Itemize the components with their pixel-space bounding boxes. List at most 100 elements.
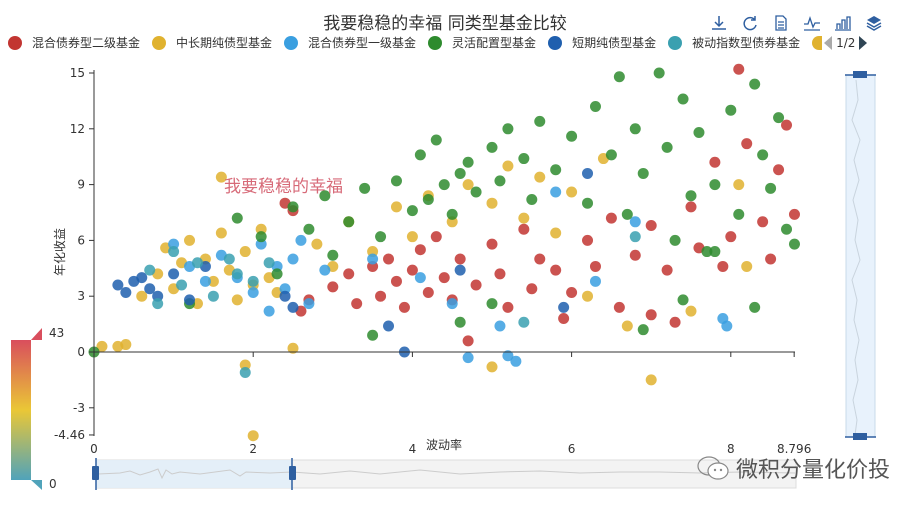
data-point[interactable] bbox=[502, 123, 514, 135]
stack-icon[interactable] bbox=[863, 12, 884, 33]
data-point[interactable] bbox=[406, 264, 418, 276]
data-point[interactable] bbox=[502, 350, 514, 362]
legend-item[interactable]: 灵活配置型基金 bbox=[428, 34, 536, 51]
prev-page-icon[interactable] bbox=[824, 35, 833, 50]
data-point[interactable] bbox=[566, 186, 578, 198]
data-point[interactable] bbox=[422, 193, 434, 205]
data-point[interactable] bbox=[327, 281, 339, 293]
data-point[interactable] bbox=[231, 212, 243, 224]
data-point[interactable] bbox=[661, 264, 673, 276]
data-point[interactable] bbox=[414, 272, 426, 284]
data-point[interactable] bbox=[239, 366, 251, 378]
data-point[interactable] bbox=[733, 179, 745, 191]
data-point[interactable] bbox=[709, 179, 721, 191]
data-point[interactable] bbox=[502, 160, 514, 172]
visual-map[interactable]: 43 0 bbox=[11, 326, 64, 491]
data-point[interactable] bbox=[685, 201, 697, 213]
data-point[interactable] bbox=[136, 272, 148, 284]
data-point[interactable] bbox=[199, 275, 211, 287]
data-point[interactable] bbox=[765, 182, 777, 194]
bar-chart-icon[interactable] bbox=[832, 12, 853, 33]
data-point[interactable] bbox=[191, 257, 203, 269]
data-point[interactable] bbox=[486, 298, 498, 310]
data-point[interactable] bbox=[287, 253, 299, 265]
data-point[interactable] bbox=[725, 231, 737, 243]
data-point[interactable] bbox=[462, 335, 474, 347]
data-point[interactable] bbox=[383, 253, 395, 265]
data-point[interactable] bbox=[152, 298, 164, 310]
data-point[interactable] bbox=[677, 93, 689, 105]
data-point[interactable] bbox=[621, 208, 633, 220]
data-point[interactable] bbox=[390, 275, 402, 287]
data-point[interactable] bbox=[486, 141, 498, 153]
data-point[interactable] bbox=[518, 223, 530, 235]
data-point[interactable] bbox=[112, 279, 124, 291]
data-point[interactable] bbox=[231, 294, 243, 306]
save-as-image-icon[interactable] bbox=[708, 12, 729, 33]
data-point[interactable] bbox=[144, 283, 156, 295]
data-point[interactable] bbox=[741, 138, 753, 150]
legend-item[interactable]: 中长期纯债型基金 bbox=[152, 34, 272, 51]
data-point[interactable] bbox=[343, 268, 355, 280]
data-point[interactable] bbox=[215, 171, 227, 183]
data-point[interactable] bbox=[327, 249, 339, 261]
data-point[interactable] bbox=[319, 264, 331, 276]
data-point[interactable] bbox=[669, 316, 681, 328]
data-point[interactable] bbox=[773, 112, 785, 124]
data-point[interactable] bbox=[637, 324, 649, 336]
next-page-icon[interactable] bbox=[859, 35, 868, 50]
legend-item[interactable]: 短期纯债型基金 bbox=[548, 34, 656, 51]
data-point[interactable] bbox=[788, 208, 800, 220]
data-point[interactable] bbox=[558, 301, 570, 313]
data-point[interactable] bbox=[773, 164, 785, 176]
data-point[interactable] bbox=[613, 71, 625, 83]
data-point[interactable] bbox=[621, 320, 633, 332]
data-points[interactable] bbox=[88, 63, 800, 442]
data-point[interactable] bbox=[534, 253, 546, 265]
data-point[interactable] bbox=[247, 430, 259, 442]
data-point[interactable] bbox=[582, 234, 594, 246]
data-point[interactable] bbox=[414, 244, 426, 256]
data-point[interactable] bbox=[287, 342, 299, 354]
data-point[interactable] bbox=[589, 275, 601, 287]
data-point[interactable] bbox=[247, 275, 259, 287]
data-point[interactable] bbox=[454, 253, 466, 265]
legend-item[interactable]: 混合债券型一级基金 bbox=[284, 34, 416, 51]
data-point[interactable] bbox=[319, 190, 331, 202]
data-point[interactable] bbox=[406, 231, 418, 243]
data-point[interactable] bbox=[375, 290, 387, 302]
data-point[interactable] bbox=[757, 149, 769, 161]
data-point[interactable] bbox=[582, 197, 594, 209]
data-point[interactable] bbox=[550, 227, 562, 239]
data-point[interactable] bbox=[120, 286, 132, 298]
x-data-zoom[interactable] bbox=[92, 458, 797, 490]
data-point[interactable] bbox=[422, 286, 434, 298]
data-point[interactable] bbox=[589, 260, 601, 272]
data-point[interactable] bbox=[550, 186, 562, 198]
data-point[interactable] bbox=[263, 305, 275, 317]
data-point[interactable] bbox=[247, 286, 259, 298]
data-point[interactable] bbox=[406, 205, 418, 217]
data-point[interactable] bbox=[494, 268, 506, 280]
data-point[interactable] bbox=[629, 249, 641, 261]
data-point[interactable] bbox=[351, 298, 363, 310]
data-point[interactable] bbox=[303, 298, 315, 310]
data-point[interactable] bbox=[430, 231, 442, 243]
data-point[interactable] bbox=[661, 141, 673, 153]
data-point[interactable] bbox=[96, 340, 108, 352]
data-point[interactable] bbox=[486, 197, 498, 209]
data-point[interactable] bbox=[518, 316, 530, 328]
data-point[interactable] bbox=[359, 182, 371, 194]
data-point[interactable] bbox=[788, 238, 800, 250]
data-point[interactable] bbox=[566, 130, 578, 142]
data-point[interactable] bbox=[295, 234, 307, 246]
data-point[interactable] bbox=[510, 355, 522, 367]
data-point[interactable] bbox=[629, 123, 641, 135]
data-point[interactable] bbox=[550, 164, 562, 176]
data-point[interactable] bbox=[741, 260, 753, 272]
data-point[interactable] bbox=[470, 186, 482, 198]
data-point[interactable] bbox=[566, 286, 578, 298]
legend-item[interactable]: 被动指数型债券基金 bbox=[668, 34, 800, 51]
data-point[interactable] bbox=[749, 301, 761, 313]
data-point[interactable] bbox=[120, 339, 132, 351]
